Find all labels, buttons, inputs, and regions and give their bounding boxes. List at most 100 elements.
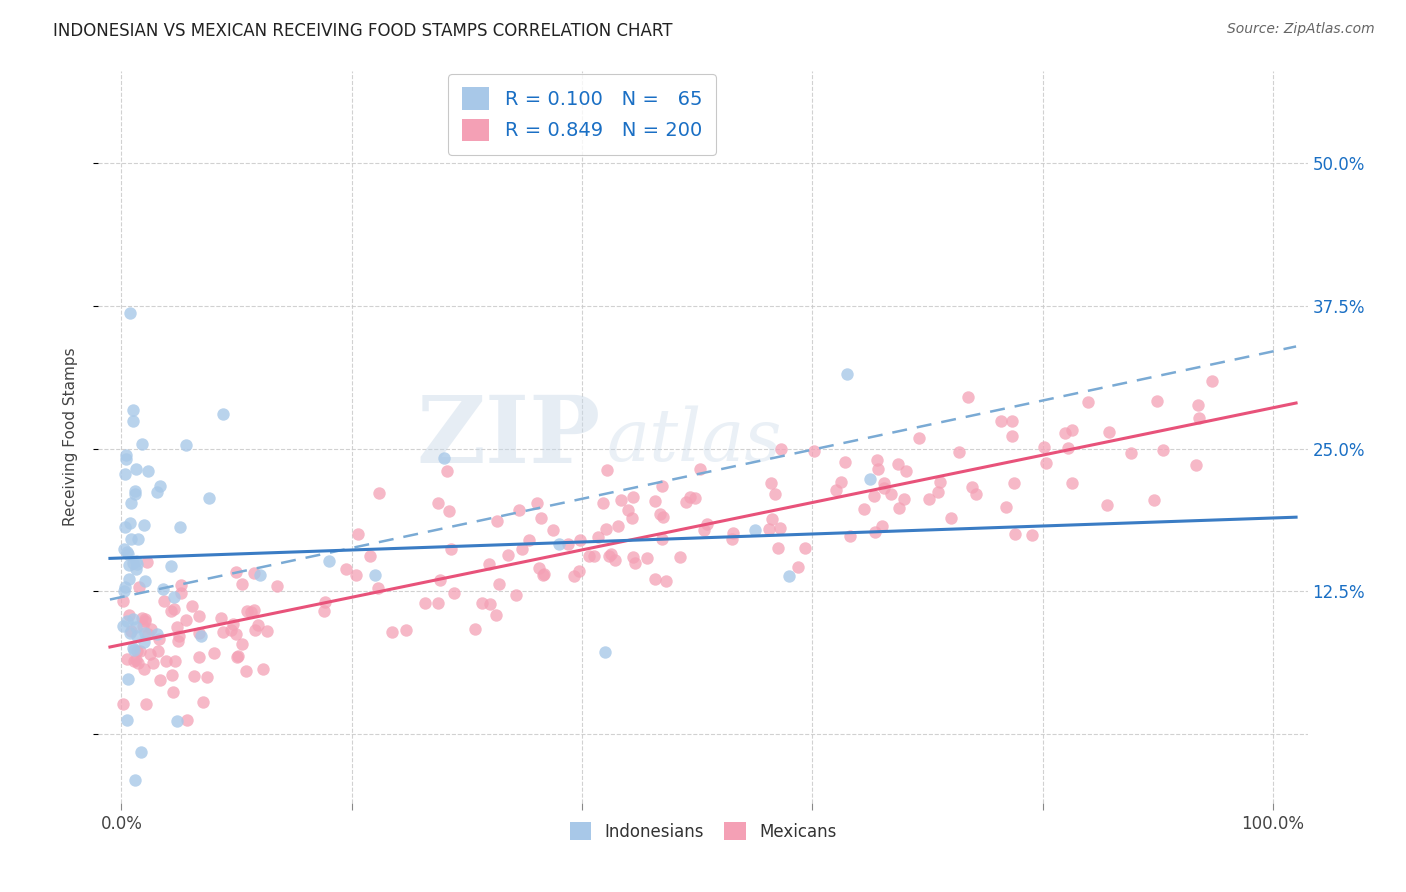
Point: [689, 461, 711, 475]
Point: [413, 596, 436, 610]
Point: [948, 444, 970, 458]
Point: [873, 475, 896, 490]
Point: [152, 582, 174, 596]
Point: [464, 622, 486, 636]
Point: [863, 489, 886, 503]
Point: [221, 624, 243, 638]
Point: [778, 569, 800, 583]
Point: [211, 625, 233, 640]
Point: [225, 627, 247, 641]
Text: atlas: atlas: [606, 406, 782, 476]
Point: [787, 560, 810, 574]
Point: [125, 462, 148, 476]
Point: [1001, 413, 1024, 427]
Point: [617, 503, 640, 517]
Point: [167, 634, 190, 648]
Point: [134, 625, 156, 640]
Point: [562, 569, 585, 583]
Point: [1188, 411, 1211, 425]
Point: [918, 491, 941, 506]
Text: INDONESIAN VS MEXICAN RECEIVING FOOD STAMPS CORRELATION CHART: INDONESIAN VS MEXICAN RECEIVING FOOD STA…: [53, 22, 673, 40]
Point: [209, 611, 232, 625]
Point: [1032, 441, 1054, 455]
Point: [865, 524, 887, 539]
Point: [508, 503, 530, 517]
Point: [347, 527, 370, 541]
Point: [651, 510, 673, 524]
Point: [146, 484, 169, 499]
Y-axis label: Receiving Food Stamps: Receiving Food Stamps: [63, 348, 77, 526]
Point: [530, 511, 553, 525]
Point: [1184, 458, 1206, 472]
Point: [990, 414, 1012, 428]
Point: [170, 578, 193, 592]
Point: [174, 438, 197, 452]
Point: [1035, 457, 1057, 471]
Point: [769, 442, 792, 456]
Point: [159, 559, 181, 574]
Point: [364, 568, 387, 582]
Point: [195, 670, 218, 684]
Point: [510, 541, 533, 556]
Point: [381, 625, 404, 640]
Point: [803, 444, 825, 458]
Point: [592, 496, 614, 510]
Point: [887, 457, 910, 471]
Point: [256, 624, 278, 639]
Point: [246, 618, 269, 632]
Point: [721, 532, 744, 546]
Point: [1021, 528, 1043, 542]
Point: [651, 478, 673, 492]
Point: [437, 503, 460, 517]
Point: [132, 635, 155, 649]
Point: [118, 572, 141, 586]
Point: [1054, 425, 1077, 440]
Point: [128, 581, 150, 595]
Point: [588, 530, 610, 544]
Point: [188, 650, 211, 665]
Point: [111, 593, 134, 607]
Point: [314, 604, 336, 618]
Point: [169, 629, 191, 643]
Point: [118, 516, 141, 530]
Point: [696, 516, 718, 531]
Point: [318, 554, 340, 568]
Point: [1001, 429, 1024, 443]
Point: [120, 624, 142, 638]
Point: [763, 487, 786, 501]
Point: [212, 407, 235, 421]
Point: [367, 581, 389, 595]
Point: [122, 642, 145, 657]
Point: [226, 649, 249, 664]
Point: [129, 745, 152, 759]
Point: [359, 549, 381, 563]
Point: [1121, 446, 1143, 460]
Point: [766, 541, 789, 555]
Point: [478, 597, 501, 611]
Point: [488, 577, 510, 591]
Point: [117, 672, 139, 686]
Point: [761, 512, 783, 526]
Point: [135, 697, 157, 711]
Point: [834, 455, 856, 469]
Point: [235, 665, 257, 679]
Point: [651, 532, 673, 546]
Point: [132, 517, 155, 532]
Point: [118, 558, 141, 573]
Point: [852, 501, 875, 516]
Point: [872, 519, 894, 533]
Point: [163, 602, 186, 616]
Point: [866, 453, 889, 467]
Point: [994, 500, 1017, 515]
Point: [683, 491, 706, 505]
Point: [160, 667, 183, 681]
Point: [529, 560, 551, 574]
Point: [335, 562, 357, 576]
Point: [533, 566, 555, 581]
Point: [744, 523, 766, 537]
Point: [243, 603, 266, 617]
Point: [599, 547, 621, 561]
Point: [880, 487, 903, 501]
Point: [1060, 423, 1083, 437]
Point: [893, 491, 915, 506]
